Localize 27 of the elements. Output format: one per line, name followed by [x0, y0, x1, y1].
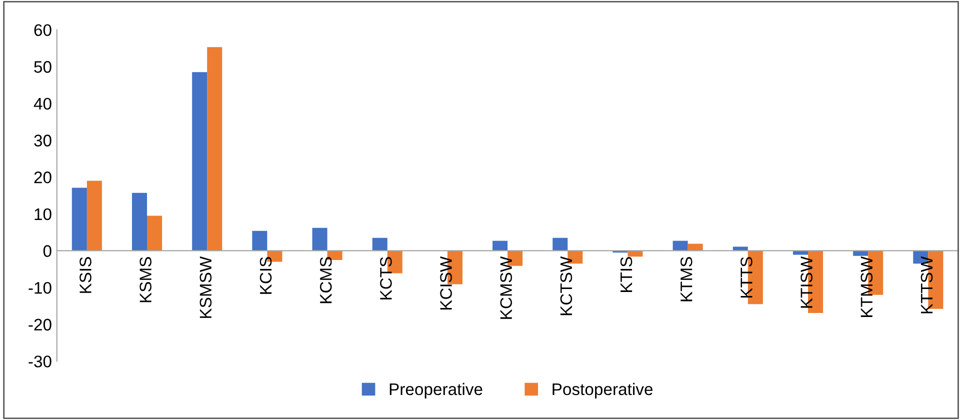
- x-tick-label: KCMS: [320, 257, 332, 304]
- x-tick-label: KCISW: [440, 256, 452, 310]
- x-tick-label: KTIS: [620, 257, 632, 292]
- x-tick-label: KSMSW: [200, 256, 212, 318]
- y-tick-label: -10: [28, 282, 52, 294]
- y-tick-label: 40: [34, 98, 52, 110]
- y-tick-label: 0: [43, 245, 52, 257]
- y-tick-label: 10: [34, 208, 52, 220]
- x-tick-label: KTMSW: [860, 256, 873, 317]
- legend-label: Preoperative: [390, 382, 482, 398]
- x-tick-label: KTMS: [680, 257, 692, 302]
- y-tick-label: 30: [34, 134, 52, 146]
- x-tick-label: KCMSW: [500, 256, 512, 319]
- y-tick-label: -30: [28, 356, 52, 368]
- x-tick-label: KCTS: [380, 257, 392, 300]
- x-tick-label: KTTSW: [920, 256, 933, 314]
- x-tick-label: KCTSW: [560, 256, 572, 316]
- x-tick-label: KCIS: [260, 257, 272, 294]
- y-tick-label: -20: [28, 318, 52, 331]
- x-tick-label: KSMS: [140, 257, 152, 302]
- x-tick-label: KTTS: [740, 257, 752, 298]
- y-tick-label: 60: [34, 24, 52, 36]
- y-tick-label: 20: [34, 172, 52, 184]
- legend-label: Postoperative: [552, 382, 653, 398]
- x-tick-label: KSIS: [80, 257, 92, 293]
- y-tick-label: 50: [34, 61, 52, 73]
- x-tick-label: KTISW: [800, 256, 812, 308]
